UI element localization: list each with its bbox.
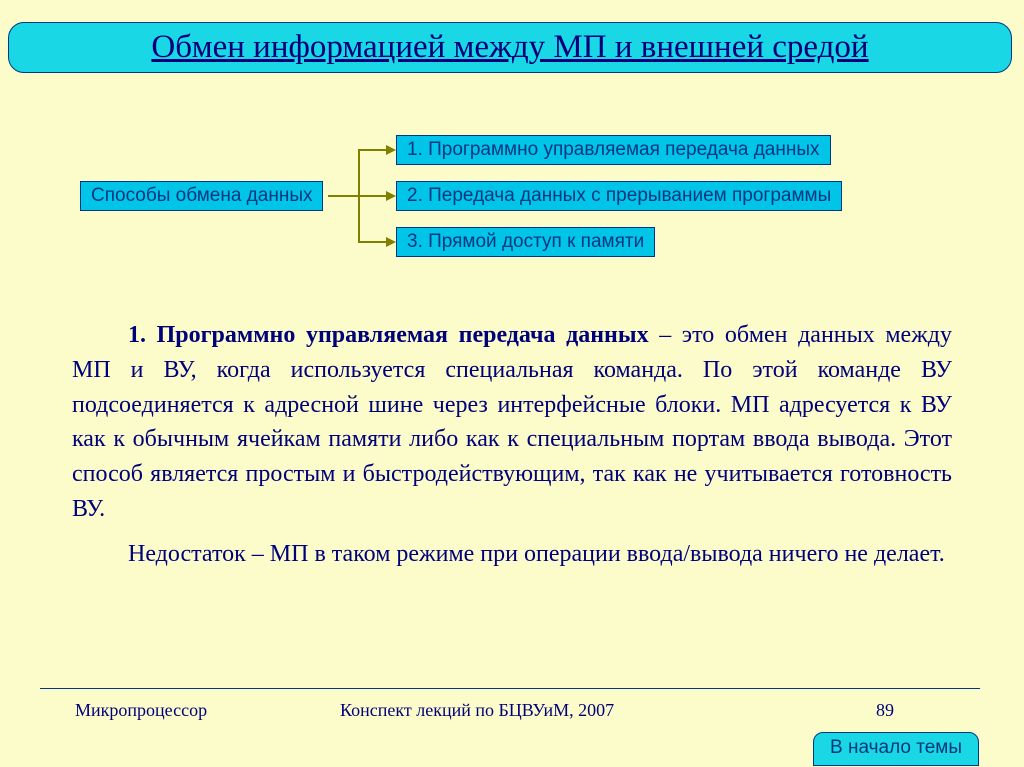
p1-rest: – это обмен данных между МП и ВУ, когда … [72, 322, 952, 522]
paragraph-2: Недостаток – МП в таком режиме при опера… [72, 537, 952, 572]
diagram-item-2: 2. Передача данных с прерыванием програм… [396, 181, 842, 211]
slide-title: Обмен информацией между МП и внешней сре… [151, 29, 868, 65]
diagram-item-1: 1. Программно управляемая передача данны… [396, 135, 831, 165]
to-topic-start-button[interactable]: В начало темы [813, 732, 979, 766]
connector-stem [328, 195, 358, 197]
slide: Обмен информацией между МП и внешней сре… [0, 0, 1024, 767]
body-text: 1. Программно управляемая передача данны… [72, 308, 952, 572]
diagram-item-3: 3. Прямой доступ к памяти [396, 227, 655, 257]
arrow-head-3 [386, 237, 396, 247]
footer-rule [40, 688, 980, 689]
diagram-source-box: Способы обмена данных [80, 181, 323, 211]
connector-branch-1 [358, 149, 386, 151]
p1-lead: 1. Программно управляемая передача данны… [128, 322, 649, 348]
footer-page-number: 89 [876, 700, 894, 721]
paragraph-1: 1. Программно управляемая передача данны… [72, 318, 952, 527]
connector-branch-3 [358, 241, 386, 243]
connector-branch-2 [358, 195, 386, 197]
arrow-head-2 [386, 191, 396, 201]
footer-left: Микропроцессор [75, 700, 207, 721]
diagram: Способы обмена данных 1. Программно упра… [80, 125, 950, 275]
footer-center: Конспект лекций по БЦВУиМ, 2007 [340, 700, 614, 721]
arrow-head-1 [386, 145, 396, 155]
slide-title-bar: Обмен информацией между МП и внешней сре… [8, 22, 1012, 73]
